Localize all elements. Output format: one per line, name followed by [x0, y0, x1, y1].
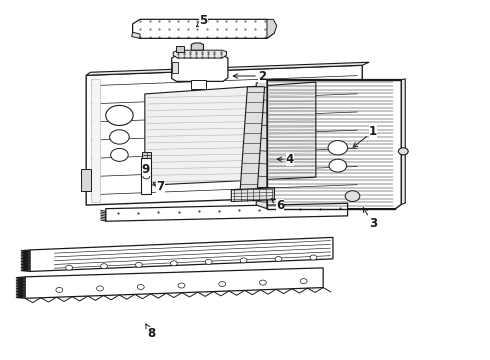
Circle shape	[205, 260, 212, 264]
Text: 7: 7	[153, 180, 165, 193]
Polygon shape	[133, 19, 274, 39]
Text: 5: 5	[196, 14, 208, 27]
Circle shape	[275, 256, 282, 261]
Circle shape	[106, 105, 133, 126]
Polygon shape	[267, 80, 401, 209]
Polygon shape	[106, 203, 347, 221]
Polygon shape	[173, 50, 226, 58]
Circle shape	[178, 283, 185, 288]
Circle shape	[345, 191, 360, 202]
Circle shape	[260, 280, 267, 285]
Polygon shape	[30, 237, 333, 271]
Text: 4: 4	[277, 153, 294, 166]
Text: 6: 6	[271, 199, 284, 212]
Circle shape	[219, 282, 225, 287]
Polygon shape	[86, 65, 362, 205]
Circle shape	[329, 159, 346, 172]
Circle shape	[137, 284, 144, 289]
Circle shape	[110, 130, 129, 144]
Polygon shape	[191, 43, 203, 50]
Polygon shape	[25, 268, 323, 298]
Circle shape	[143, 174, 150, 179]
Polygon shape	[191, 80, 206, 89]
Circle shape	[97, 286, 103, 291]
Circle shape	[135, 262, 142, 267]
Text: 2: 2	[233, 69, 266, 82]
Circle shape	[171, 261, 177, 266]
Text: 3: 3	[363, 208, 377, 230]
Polygon shape	[256, 80, 267, 209]
Circle shape	[56, 287, 63, 292]
Text: 8: 8	[146, 324, 155, 340]
Polygon shape	[172, 62, 177, 73]
Polygon shape	[86, 62, 369, 75]
Polygon shape	[81, 169, 91, 191]
Circle shape	[111, 148, 128, 161]
Polygon shape	[258, 187, 274, 194]
Polygon shape	[175, 45, 184, 51]
Polygon shape	[231, 188, 274, 202]
Polygon shape	[172, 55, 228, 81]
Circle shape	[66, 265, 73, 270]
Polygon shape	[132, 32, 140, 39]
Circle shape	[310, 255, 317, 260]
Circle shape	[398, 148, 408, 155]
Polygon shape	[143, 152, 151, 158]
Circle shape	[100, 264, 107, 269]
Circle shape	[300, 279, 307, 284]
Circle shape	[240, 258, 247, 263]
Text: 9: 9	[142, 163, 150, 176]
Polygon shape	[91, 79, 100, 202]
Polygon shape	[145, 82, 316, 185]
Polygon shape	[142, 158, 151, 194]
Text: 1: 1	[353, 125, 377, 147]
Polygon shape	[401, 79, 405, 204]
Polygon shape	[236, 189, 265, 196]
Circle shape	[328, 140, 347, 155]
Polygon shape	[267, 19, 277, 39]
Polygon shape	[240, 87, 265, 191]
